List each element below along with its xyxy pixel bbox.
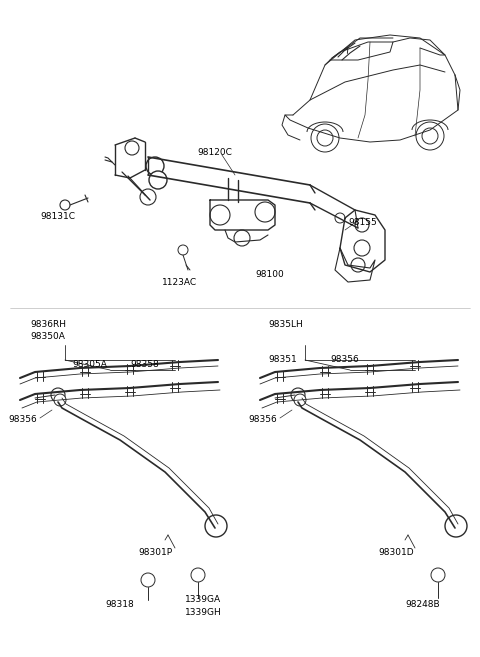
Text: 1123AC: 1123AC bbox=[162, 278, 197, 287]
Text: 98131C: 98131C bbox=[40, 212, 75, 221]
Circle shape bbox=[431, 568, 445, 582]
Circle shape bbox=[335, 213, 345, 223]
Text: 98356: 98356 bbox=[248, 415, 277, 424]
Text: 98305A: 98305A bbox=[72, 360, 107, 369]
Circle shape bbox=[205, 515, 227, 537]
Text: 9836RH: 9836RH bbox=[30, 320, 66, 329]
Circle shape bbox=[291, 388, 305, 402]
Circle shape bbox=[210, 205, 230, 225]
Circle shape bbox=[191, 568, 205, 582]
Circle shape bbox=[54, 394, 66, 406]
Circle shape bbox=[422, 128, 438, 144]
Text: 98120C: 98120C bbox=[197, 148, 232, 157]
Circle shape bbox=[149, 171, 167, 189]
Circle shape bbox=[125, 141, 139, 155]
Circle shape bbox=[317, 130, 333, 146]
Circle shape bbox=[140, 189, 156, 205]
Circle shape bbox=[255, 202, 275, 222]
Text: 98100: 98100 bbox=[255, 270, 284, 279]
Text: 1339GH: 1339GH bbox=[185, 608, 222, 617]
Circle shape bbox=[311, 124, 339, 152]
Text: 98351: 98351 bbox=[268, 355, 297, 364]
Text: 98318: 98318 bbox=[106, 600, 134, 609]
Text: 98356: 98356 bbox=[8, 415, 37, 424]
Text: 9835LH: 9835LH bbox=[268, 320, 303, 329]
Circle shape bbox=[445, 515, 467, 537]
Text: 98358: 98358 bbox=[130, 360, 159, 369]
Text: 98350A: 98350A bbox=[30, 332, 65, 341]
Text: 98155: 98155 bbox=[348, 218, 377, 227]
Text: 98301P: 98301P bbox=[138, 548, 172, 557]
Circle shape bbox=[51, 388, 65, 402]
Text: 1339GA: 1339GA bbox=[185, 595, 221, 604]
Circle shape bbox=[234, 230, 250, 246]
Circle shape bbox=[178, 245, 188, 255]
Circle shape bbox=[355, 218, 369, 232]
Circle shape bbox=[146, 157, 164, 175]
Circle shape bbox=[60, 200, 70, 210]
Text: 98356: 98356 bbox=[330, 355, 359, 364]
Circle shape bbox=[416, 122, 444, 150]
Circle shape bbox=[141, 573, 155, 587]
Circle shape bbox=[351, 258, 365, 272]
Circle shape bbox=[294, 394, 306, 406]
Circle shape bbox=[354, 240, 370, 256]
Text: 98301D: 98301D bbox=[378, 548, 414, 557]
Text: 98248B: 98248B bbox=[405, 600, 440, 609]
